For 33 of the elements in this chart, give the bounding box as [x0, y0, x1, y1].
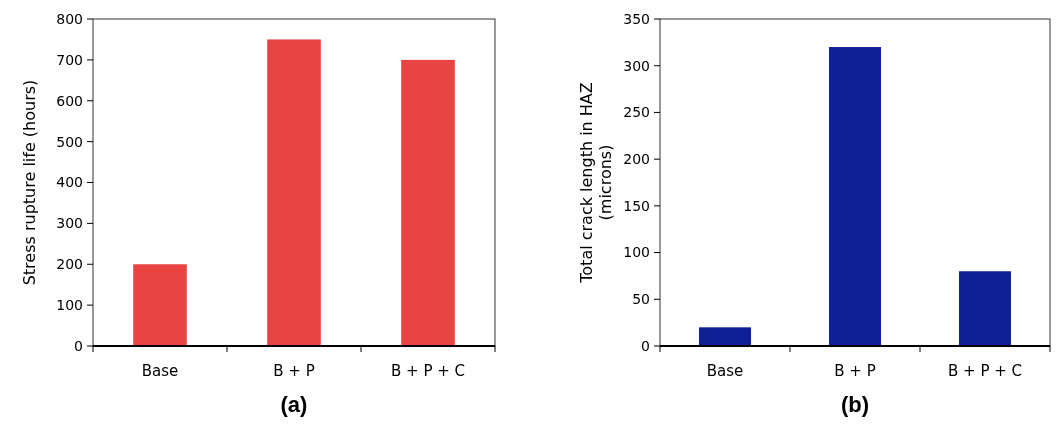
- bar: [133, 264, 187, 346]
- bar: [267, 39, 321, 346]
- x-tick-label: B + P: [273, 362, 315, 380]
- text: (b): [840, 392, 870, 417]
- y-tick-label: 300: [623, 57, 650, 74]
- bar: [699, 327, 751, 346]
- y-tick-label: 200: [56, 256, 83, 273]
- y-axis-title: Total crack length in HAZ (microns): [577, 82, 616, 284]
- y-tick-label: 0: [74, 337, 83, 354]
- bar: [401, 59, 455, 346]
- y-tick-label: 50: [632, 291, 650, 308]
- text: (a): [280, 392, 308, 417]
- y-tick-label: 200: [623, 151, 650, 168]
- bar: [959, 271, 1011, 346]
- x-tick-label: B + P: [834, 362, 876, 380]
- y-tick-label: 0: [641, 337, 650, 354]
- y-axis-title: Stress rupture life (hours): [20, 79, 39, 286]
- x-tick-label: B + P + C: [947, 362, 1023, 380]
- y-tick-label: 600: [56, 92, 83, 109]
- x-tick-label: Base: [141, 362, 179, 380]
- y-tick-label: 300: [56, 215, 83, 232]
- y-tick-label: 350: [623, 10, 650, 27]
- bar: [829, 47, 881, 346]
- y-tick-label: 150: [623, 197, 650, 214]
- y-tick-label: 800: [56, 10, 83, 27]
- x-tick-label: B + P + C: [390, 362, 466, 380]
- y-tick-label: 400: [56, 174, 83, 191]
- y-tick-label: 100: [56, 297, 83, 314]
- y-tick-label: 500: [56, 133, 83, 150]
- y-tick-label: 100: [623, 244, 650, 261]
- x-tick-label: Base: [706, 362, 744, 380]
- y-tick-label: 700: [56, 51, 83, 68]
- y-tick-label: 250: [623, 104, 650, 121]
